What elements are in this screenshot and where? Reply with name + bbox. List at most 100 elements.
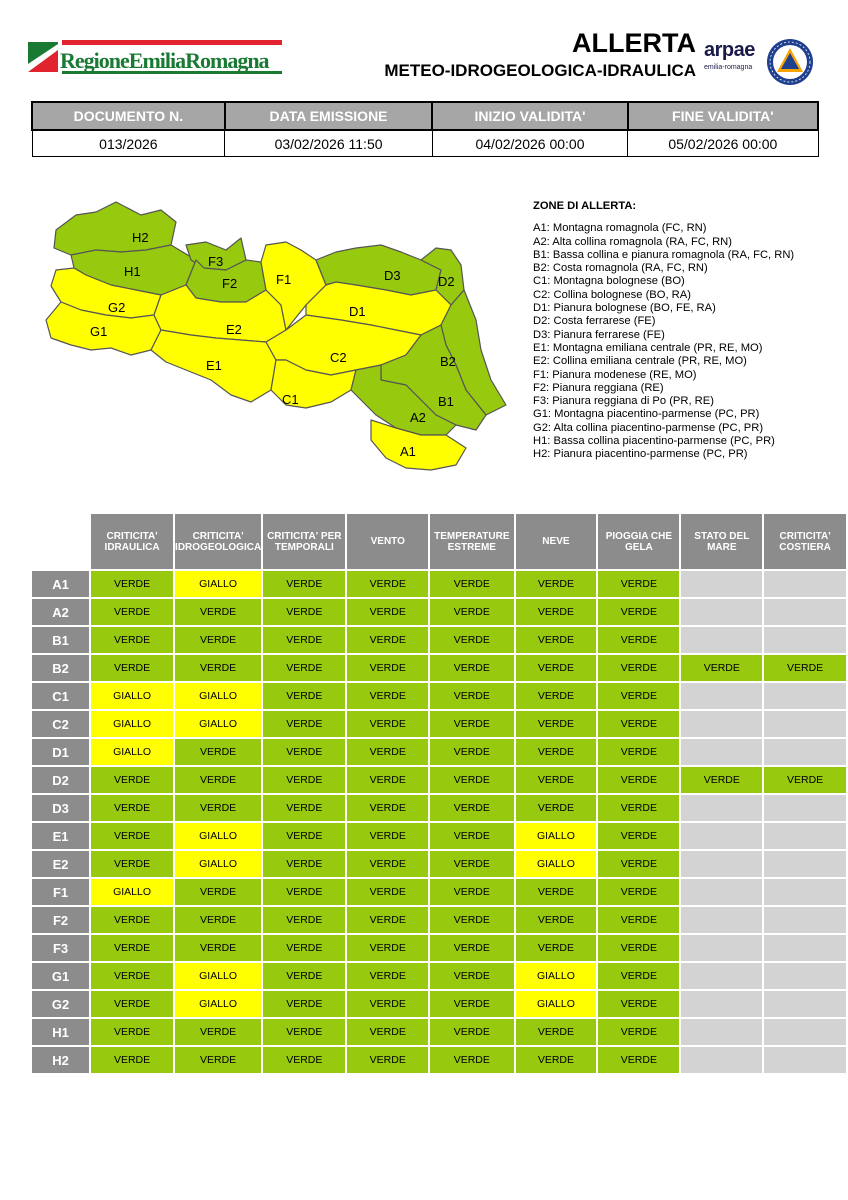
alert-level-cell [764,1019,846,1045]
alert-level-cell: VERDE [515,879,597,905]
column-header: NEVE [515,514,597,569]
alert-level-cell: VERDE [515,935,597,961]
map-label-F1: F1 [276,272,291,287]
alert-level-cell: VERDE [91,991,174,1017]
page-subtitle: METEO-IDROGEOLOGICA-IDRAULICA [384,61,696,80]
map-label-H1: H1 [124,264,141,279]
zone-row-D3: D3 VERDE VERDE VERDE VERDE VERDE VERDE VERDE [32,795,846,821]
alert-level-cell: VERDE [175,739,262,765]
alert-level-cell: GIALLO [175,711,262,737]
zone-legend-item: H2: Pianura piacentino-parmense (PC, PR) [533,448,748,461]
alert-level-cell: VERDE [347,627,429,653]
map-label-H2: H2 [132,230,149,245]
alert-level-cell: VERDE [263,739,346,765]
alert-level-cell: VERDE [347,795,429,821]
alert-level-cell [681,627,763,653]
alert-level-cell: VERDE [515,739,597,765]
alert-level-cell: VERDE [347,963,429,989]
alert-level-cell: GIALLO [91,879,174,905]
alert-level-cell: VERDE [91,963,174,989]
alert-level-cell: VERDE [263,823,346,849]
doc-header-cell: DATA EMISSIONE [223,101,434,131]
alert-level-cell: VERDE [263,991,346,1017]
map-label-G1: G1 [90,324,107,339]
zone-legend-item: B2: Costa romagnola (RA, FC, RN) [533,262,708,275]
zone-label: C1 [32,683,90,709]
alert-level-cell [681,879,763,905]
logo-green-bar [62,71,282,74]
zone-label: E2 [32,851,90,877]
alert-level-cell: VERDE [91,627,174,653]
zone-row-E1: E1 VERDE GIALLO VERDE VERDE VERDE GIALLO VERDE [32,823,846,849]
alert-level-cell: VERDE [430,1019,514,1045]
alert-level-cell [681,739,763,765]
alert-level-cell: VERDE [91,823,174,849]
alert-level-cell: VERDE [263,879,346,905]
zone-legend-item: C1: Montagna bolognese (BO) [533,275,685,288]
map-label-B2: B2 [440,354,456,369]
zone-label: C2 [32,711,90,737]
alert-level-cell: VERDE [347,851,429,877]
zone-label: B1 [32,627,90,653]
alert-level-cell: GIALLO [175,963,262,989]
alert-level-cell: VERDE [515,683,597,709]
zone-label: F1 [32,879,90,905]
alert-level-cell [764,907,846,933]
zone-legend-item: E2: Collina emiliana centrale (PR, RE, M… [533,355,747,368]
zone-legend-item: F2: Pianura reggiana (RE) [533,381,664,394]
column-header: VENTO [347,514,429,569]
zone-label: D1 [32,739,90,765]
alert-level-cell: VERDE [347,823,429,849]
zone-label: A1 [32,571,90,597]
alert-level-cell: VERDE [430,879,514,905]
alert-level-cell [764,599,846,625]
zone-label: E1 [32,823,90,849]
alert-level-cell: VERDE [347,991,429,1017]
alert-level-cell: VERDE [91,907,174,933]
alert-level-cell: VERDE [91,795,174,821]
zone-legend-item: C2: Collina bolognese (BO, RA) [533,288,691,301]
alert-level-cell [764,963,846,989]
logo-red-bar [62,40,282,45]
map-label-A2: A2 [410,410,426,425]
alert-level-cell: VERDE [175,795,262,821]
alert-level-cell [764,879,846,905]
table-corner [32,514,90,569]
alert-level-cell [681,851,763,877]
document-info-table: DOCUMENTO N. DATA EMISSIONE INIZIO VALID… [31,101,820,157]
region-logo: RegioneEmiliaRomagna [28,40,282,74]
map-label-A1: A1 [400,444,416,459]
alert-level-cell: VERDE [430,907,514,933]
alert-level-cell [764,571,846,597]
alert-level-cell: VERDE [430,683,514,709]
alert-level-cell: VERDE [430,655,514,681]
map-label-C2: C2 [330,350,347,365]
alert-level-cell: VERDE [91,1047,174,1073]
zone-legend-item: B1: Bassa collina e pianura romagnola (R… [533,248,795,261]
alert-level-cell [681,963,763,989]
zone-row-H2: H2 VERDE VERDE VERDE VERDE VERDE VERDE VERDE [32,1047,846,1073]
alert-level-cell: VERDE [91,1019,174,1045]
alert-level-cell: VERDE [175,767,262,793]
zone-legend-item: H1: Bassa collina piacentino-parmense (P… [533,435,775,448]
alert-level-cell [764,851,846,877]
alert-level-cell: GIALLO [91,683,174,709]
alert-level-cell: VERDE [598,655,680,681]
document-value-row: 013/2026 03/02/2026 11:50 04/02/2026 00:… [31,129,819,157]
alert-level-cell [764,935,846,961]
alert-level-cell: VERDE [263,851,346,877]
zone-row-F1: F1 GIALLO VERDE VERDE VERDE VERDE VERDE VERDE [32,879,846,905]
alert-level-cell: VERDE [347,907,429,933]
zone-label: G1 [32,963,90,989]
alert-level-cell: VERDE [430,935,514,961]
alert-level-cell: GIALLO [175,991,262,1017]
alert-level-cell: VERDE [175,879,262,905]
alert-level-cell: VERDE [598,991,680,1017]
alert-level-cell: VERDE [515,795,597,821]
alert-level-cell: VERDE [175,1047,262,1073]
alert-level-cell [681,991,763,1017]
alert-level-cell [764,711,846,737]
map-label-F3: F3 [208,254,223,269]
column-header: STATO DEL MARE [681,514,763,569]
zone-label: D3 [32,795,90,821]
